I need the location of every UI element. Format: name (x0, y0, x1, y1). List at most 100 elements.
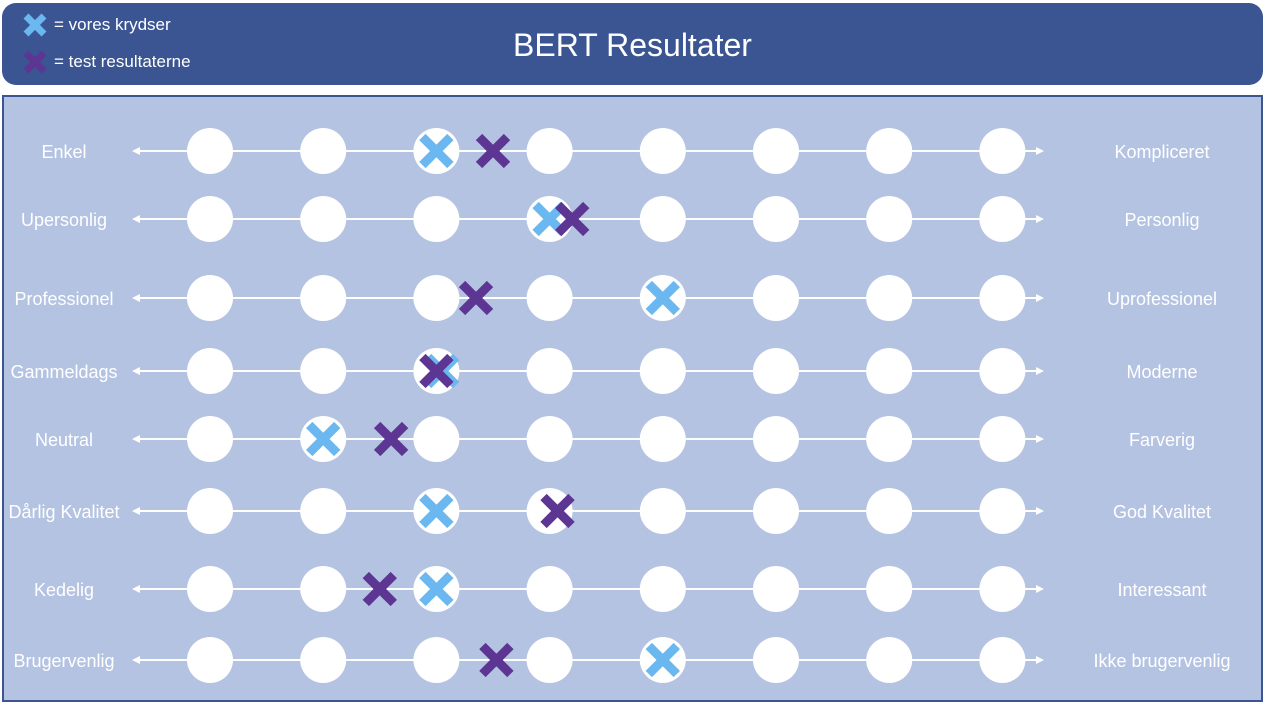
arrow-left-icon (132, 585, 140, 593)
arrow-left-icon (132, 294, 140, 302)
scale-point (187, 196, 233, 242)
scale-point (300, 637, 347, 683)
row-left-label: Brugervenlig (13, 651, 114, 671)
scale-point (866, 128, 913, 174)
arrow-right-icon (1036, 215, 1044, 223)
scale-point (300, 128, 347, 174)
ours-mark (419, 571, 454, 607)
scale-point (526, 128, 573, 174)
scale-point (526, 566, 573, 612)
row-left-label: Gammeldags (10, 362, 117, 382)
row-right-label: Kompliceret (1114, 142, 1209, 162)
scale-point (979, 196, 1026, 242)
scale-point (639, 416, 686, 462)
arrow-right-icon (1036, 294, 1044, 302)
scale-point (300, 275, 347, 321)
row-left-label: Upersonlig (21, 210, 107, 230)
scale-point (413, 275, 460, 321)
arrow-right-icon (1036, 656, 1044, 664)
scale-point (753, 128, 799, 174)
test-mark (479, 642, 514, 678)
scale-point (187, 566, 233, 612)
row-left-label: Kedelig (34, 580, 94, 600)
scale-point (866, 348, 913, 394)
row-right-label: God Kvalitet (1113, 502, 1211, 522)
row-right-label: Personlig (1124, 210, 1199, 230)
test-mark (362, 571, 397, 607)
arrow-left-icon (132, 367, 140, 375)
scale-point (753, 348, 799, 394)
scale-point (866, 566, 913, 612)
scale-point (413, 637, 460, 683)
scale-point (866, 416, 913, 462)
scale-point (753, 488, 799, 534)
scale-point (979, 488, 1026, 534)
scale-point (979, 128, 1026, 174)
scale-point (526, 416, 573, 462)
row-right-label: Moderne (1126, 362, 1197, 382)
test-mark (419, 353, 454, 389)
test-mark (458, 280, 494, 316)
ours-mark (645, 280, 680, 316)
row-right-label: Ikke brugervenlig (1093, 651, 1230, 671)
row-left-label: Professionel (14, 289, 113, 309)
test-mark (373, 421, 409, 457)
scale-point (526, 488, 573, 534)
scale-point (753, 196, 799, 242)
scale-point (753, 416, 799, 462)
scale-point (639, 566, 686, 612)
arrow-left-icon (132, 435, 140, 443)
scale-point (526, 637, 573, 683)
row-left-label: Neutral (35, 430, 93, 450)
scale-point (979, 566, 1026, 612)
scale-point (187, 128, 233, 174)
scale-point (639, 128, 686, 174)
row-left-label: Dårlig Kvalitet (8, 502, 119, 522)
scale-point (753, 637, 799, 683)
scale-point (526, 348, 573, 394)
arrow-right-icon (1036, 435, 1044, 443)
arrow-right-icon (1036, 147, 1044, 155)
scale-point (866, 275, 913, 321)
scale-point (979, 348, 1026, 394)
differential-chart: Enkel Kompliceret Upersonlig Personlig Profe… (8, 128, 1231, 683)
row-right-label: Uprofessionel (1107, 289, 1217, 309)
scale-point (639, 196, 686, 242)
legend-item-ours: = vores krydser (22, 12, 171, 38)
scale-point (979, 637, 1026, 683)
results-panel: Enkel Kompliceret Upersonlig Personlig Profe… (2, 95, 1263, 702)
header-banner: = vores krydser = test resultaterne BERT… (2, 3, 1263, 85)
scale-point (300, 488, 347, 534)
x-mark-icon (23, 50, 47, 74)
scale-point (300, 196, 347, 242)
scale-point (187, 416, 233, 462)
scale-point (753, 566, 799, 612)
arrow-left-icon (132, 656, 140, 664)
ours-mark (419, 133, 454, 169)
scale-point (413, 416, 460, 462)
test-mark (540, 493, 575, 529)
scale-point (979, 275, 1026, 321)
scale-point (187, 348, 233, 394)
scale-point (979, 416, 1026, 462)
ours-mark (645, 642, 680, 678)
arrow-right-icon (1036, 507, 1044, 515)
scale-point (413, 196, 460, 242)
test-mark (555, 201, 590, 237)
scale-point (187, 637, 233, 683)
row-left-label: Enkel (41, 142, 86, 162)
scale-point (526, 275, 573, 321)
arrow-right-icon (1036, 367, 1044, 375)
test-mark (475, 133, 511, 169)
arrow-left-icon (132, 507, 140, 515)
scale-point (753, 275, 799, 321)
scale-point (866, 637, 913, 683)
scale-point (300, 348, 347, 394)
legend-item-test: = test resultaterne (22, 49, 191, 75)
ours-mark (306, 421, 341, 457)
row-right-label: Farverig (1129, 430, 1195, 450)
scale-point (866, 488, 913, 534)
scale-point (187, 275, 233, 321)
scale-point (866, 196, 913, 242)
legend-label-test: = test resultaterne (54, 52, 191, 71)
